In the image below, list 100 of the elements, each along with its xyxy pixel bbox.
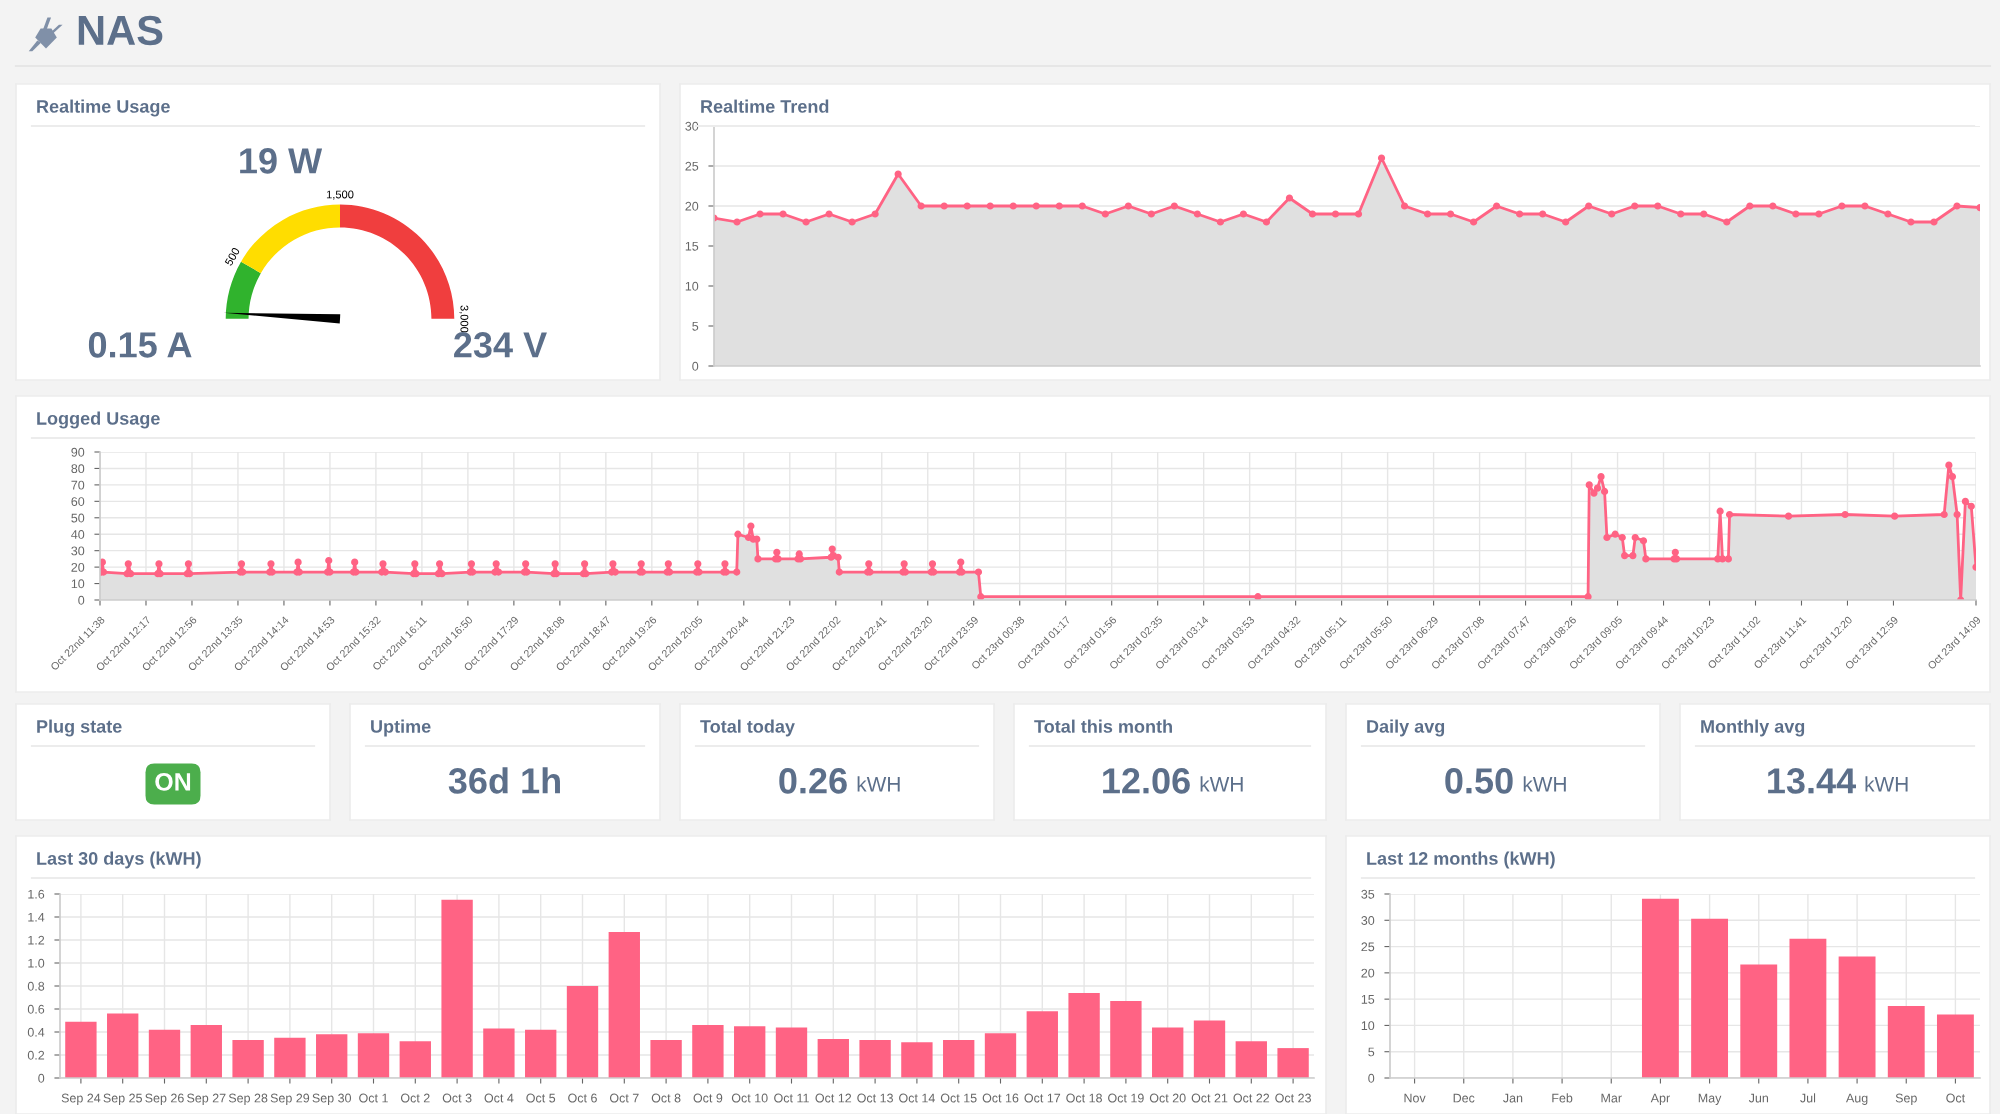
text: 36d 1h (448, 767, 560, 794)
point (1308, 210, 1317, 218)
bar (190, 1025, 222, 1078)
point (1884, 210, 1892, 218)
point (1792, 210, 1800, 218)
text: kWH (1865, 776, 1908, 792)
text: NAS (78, 15, 163, 46)
point (1170, 202, 1178, 210)
point (1239, 210, 1248, 218)
point (1078, 202, 1086, 210)
bar (1740, 964, 1778, 1078)
bar (107, 1013, 139, 1078)
point (1400, 202, 1409, 210)
bar (1277, 1048, 1309, 1078)
point (1677, 210, 1685, 218)
bar (441, 899, 473, 1078)
point (1493, 202, 1501, 210)
bar (1641, 898, 1679, 1078)
bar (901, 1042, 933, 1078)
text: 0.26 (779, 768, 847, 794)
bar (859, 1040, 891, 1078)
point (802, 218, 810, 226)
bar (1068, 992, 1100, 1078)
bar (1193, 1020, 1226, 1078)
bar (817, 1038, 849, 1078)
point (1746, 202, 1754, 210)
point (1700, 210, 1708, 218)
text: 0.50 (1445, 768, 1513, 794)
point (1815, 210, 1823, 218)
bar (984, 1033, 1017, 1078)
point (1055, 202, 1063, 210)
chart-title: Realtime Usage (37, 99, 170, 117)
text: 13.44 (1768, 768, 1856, 794)
bar (1110, 1000, 1142, 1078)
text: 234 V (454, 332, 547, 358)
bar (399, 1041, 431, 1078)
text: Uptime (371, 719, 431, 737)
bar (692, 1025, 724, 1078)
bar (943, 1040, 975, 1078)
point (1193, 210, 1201, 218)
point (1838, 202, 1846, 210)
point (1907, 218, 1915, 226)
text: Plug state (37, 719, 122, 737)
point (1331, 210, 1340, 218)
point (1516, 210, 1524, 218)
point (1147, 210, 1155, 218)
text: kWH (857, 776, 900, 792)
bar (566, 986, 599, 1078)
point (733, 218, 741, 226)
point (848, 218, 856, 226)
text: Daily avg (1367, 719, 1445, 737)
bar (148, 1029, 181, 1078)
text: Monthly avg (1701, 719, 1805, 737)
bar (316, 1034, 348, 1078)
point (1101, 210, 1109, 218)
text: kWH (1523, 776, 1566, 792)
bar (274, 1037, 306, 1078)
point (871, 210, 879, 218)
bar (357, 1033, 390, 1078)
point (779, 210, 787, 218)
text: Total today (700, 719, 795, 737)
point (1423, 210, 1432, 218)
point (1953, 202, 1961, 210)
bar (650, 1040, 682, 1078)
point (1723, 218, 1731, 226)
bar (1235, 1041, 1267, 1078)
point (1469, 218, 1478, 226)
bar (483, 1028, 515, 1078)
point (963, 202, 971, 210)
text: ON (155, 773, 191, 791)
text: 12.06 (1103, 768, 1190, 794)
bar (1691, 918, 1729, 1078)
chart-title: Realtime Trend (701, 99, 829, 113)
bar (1838, 956, 1876, 1078)
bar (1936, 1014, 1974, 1078)
bar (1152, 1027, 1184, 1078)
point (1446, 210, 1455, 218)
point (1585, 202, 1593, 210)
text: kWH (1200, 776, 1243, 792)
bar (775, 1027, 808, 1078)
point (1377, 154, 1386, 162)
point (1861, 202, 1869, 210)
point (1032, 202, 1040, 210)
text: 19 W (240, 148, 323, 174)
point (1216, 218, 1225, 226)
point (1354, 210, 1363, 218)
text: Total this month (1034, 719, 1172, 733)
bar (1026, 1011, 1058, 1078)
point (894, 170, 902, 178)
point (1608, 210, 1616, 218)
point (825, 210, 833, 218)
point (1930, 218, 1938, 226)
point (1009, 202, 1017, 210)
chart-title: Last 30 days (kWH) (37, 851, 201, 869)
bar (734, 1026, 766, 1078)
point (1262, 218, 1271, 226)
bar (525, 1029, 557, 1078)
text: 0.15 A (88, 332, 192, 358)
point (1654, 202, 1662, 210)
point (1539, 210, 1547, 218)
